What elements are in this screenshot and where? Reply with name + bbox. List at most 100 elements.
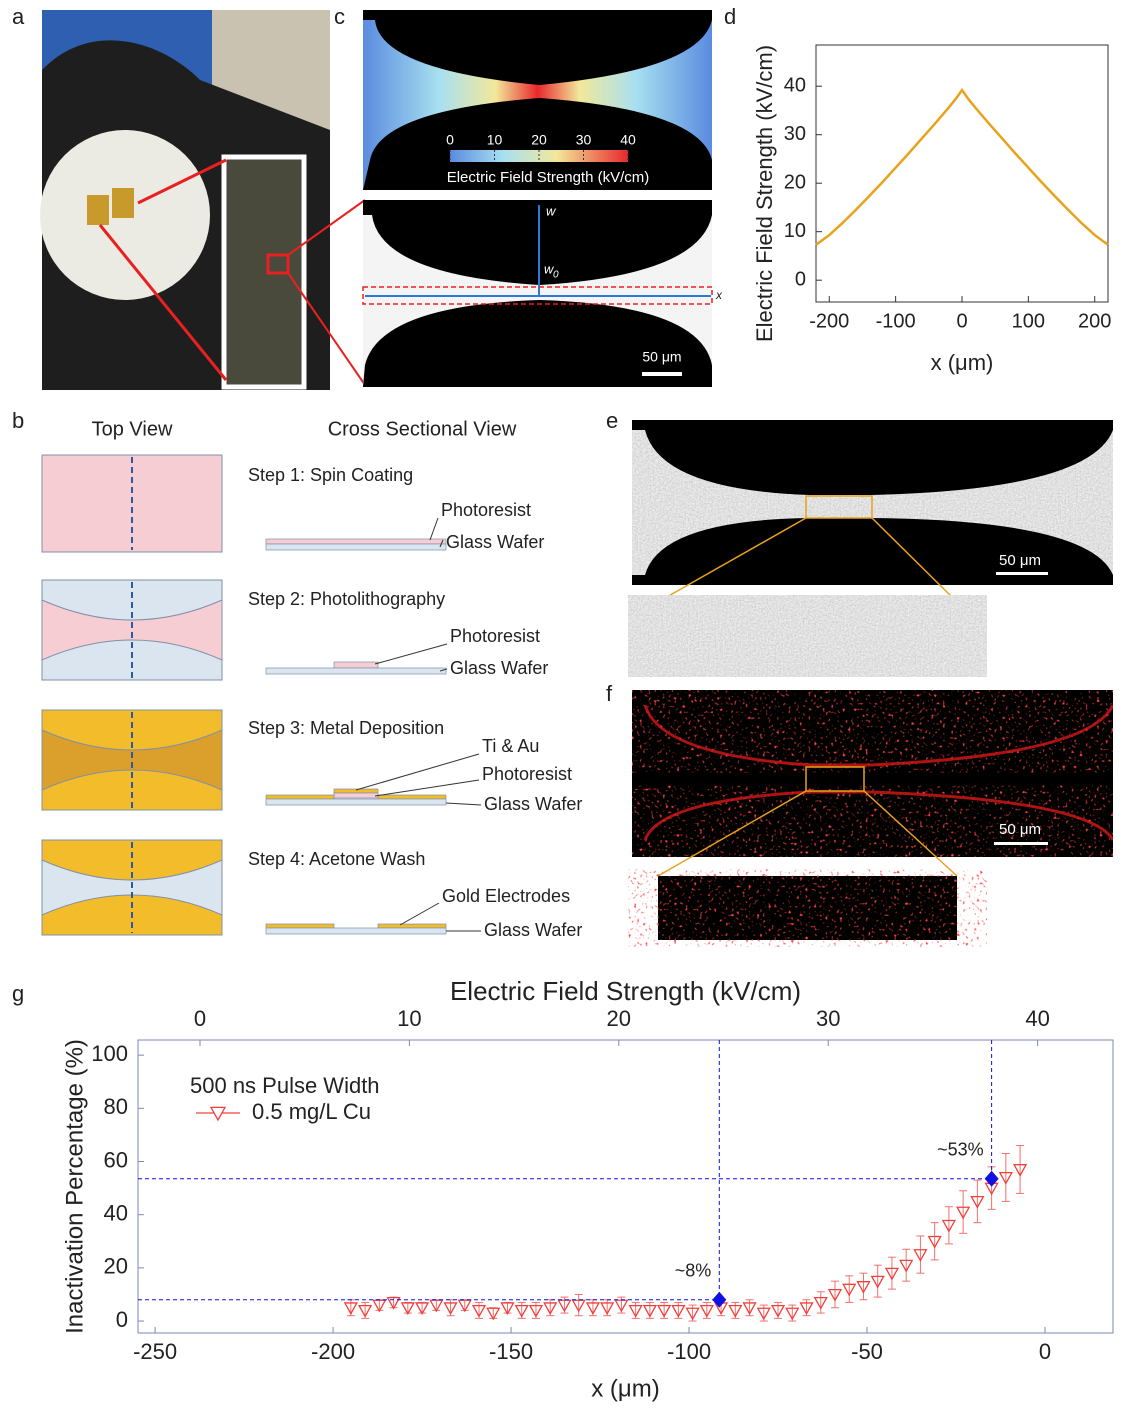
figure: a b c d e f g 0 10 20 30 40 Electric Field S… [0, 0, 1122, 1404]
panel-label: g [12, 981, 24, 1006]
panel-label: f [606, 681, 613, 706]
y-axis-label: Electric Field Strength (kV/cm) [752, 45, 777, 342]
chart-g: -250 -200 -150 -100 -50 0 0 20 40 60 80 100 0 10 20 30 4… [61, 976, 1113, 1402]
x-tick-label: 0 [956, 310, 967, 332]
y-tick-label: 80 [104, 1094, 128, 1119]
panel-f: 50 μm [632, 690, 1113, 940]
layer-label: Gold Electrodes [442, 886, 570, 906]
layer-label: Glass Wafer [450, 658, 548, 678]
x-tick-label: -150 [489, 1339, 533, 1364]
panel-e: 50 μm [632, 420, 1113, 670]
y-tick-label: 60 [104, 1147, 128, 1172]
layer-label: Photoresist [482, 764, 572, 784]
scale-bar [994, 842, 1048, 845]
leader [400, 903, 439, 925]
highlight-point [712, 1292, 726, 1308]
w-label: w [546, 203, 557, 218]
layer-label: Glass Wafer [446, 532, 544, 552]
colorbar-tick-label: 40 [620, 132, 636, 148]
x-tick-label: -250 [133, 1339, 177, 1364]
leader [356, 754, 479, 790]
leader [375, 644, 447, 664]
scale-bar-label: 50 μm [999, 552, 1041, 569]
x-tick-label: -200 [809, 310, 849, 332]
x2-tick-label: 40 [1025, 1006, 1049, 1031]
layer [378, 795, 446, 799]
y-tick-label: 0 [795, 268, 806, 290]
step-title: Step 2: Photolithography [248, 589, 445, 609]
x2-tick-label: 10 [397, 1006, 421, 1031]
column-header: Top View [92, 418, 173, 440]
y-axis-label: Inactivation Percentage (%) [61, 1039, 88, 1334]
leader [430, 518, 438, 540]
layer-label: Ti & Au [482, 736, 539, 756]
panel-label: e [606, 408, 618, 433]
y-tick-label: 100 [91, 1041, 128, 1066]
y-tick-label: 20 [784, 171, 806, 193]
data-line [816, 90, 1108, 245]
step-title: Step 3: Metal Deposition [248, 718, 444, 738]
x-axis-label: x (μm) [591, 1375, 659, 1402]
inset [658, 876, 957, 940]
x-tick-label: -200 [311, 1339, 355, 1364]
scale-bar-label: 50 μm [642, 349, 681, 365]
x2-axis-label: Electric Field Strength (kV/cm) [450, 976, 801, 1006]
y-tick-label: 40 [104, 1200, 128, 1225]
leader [375, 780, 479, 796]
y-tick-label: 0 [116, 1307, 128, 1332]
y-tick-label: 20 [104, 1254, 128, 1279]
layer [266, 544, 446, 550]
y-tick-label: 10 [784, 220, 806, 242]
y-tick-label: 30 [784, 123, 806, 145]
panel-b: Top View Cross Sectional View Step 1: Sp… [42, 418, 582, 939]
x-tick-label: 0 [1039, 1339, 1051, 1364]
column-header: Cross Sectional View [328, 418, 517, 440]
legend-label: 0.5 mg/L Cu [252, 1099, 371, 1124]
highlight-label: ~53% [937, 1140, 984, 1160]
x-tick-label: -50 [851, 1339, 883, 1364]
w0-subscript: 0 [553, 270, 559, 281]
colorbar-tick-label: 30 [576, 132, 592, 148]
photo-a [40, 10, 365, 390]
layer-label: Glass Wafer [484, 794, 582, 814]
x-axis-label: x (μm) [931, 350, 994, 375]
x-tick-label: 200 [1078, 310, 1111, 332]
zoom-frame [224, 157, 304, 387]
legend-symbol [211, 1107, 225, 1120]
colorbar-label: Electric Field Strength (kV/cm) [447, 169, 650, 186]
page: {"panel_labels": ["a", "b", "c", "d", "e… [0, 0, 1122, 1404]
panel-label: b [12, 408, 24, 433]
scale-bar [642, 372, 682, 376]
step-title: Step 1: Spin Coating [248, 465, 413, 485]
x2-tick-label: 30 [816, 1006, 840, 1031]
legend-title: 500 ns Pulse Width [190, 1073, 380, 1098]
layer [334, 793, 378, 798]
panel-label: a [12, 4, 25, 29]
highlight-label: ~8% [675, 1261, 712, 1281]
x2-tick-label: 0 [194, 1006, 206, 1031]
panel-label: d [724, 4, 736, 29]
x-tick-label: -100 [667, 1339, 711, 1364]
layer [266, 799, 446, 805]
x2-tick-label: 20 [607, 1006, 631, 1031]
x-tick-label: -100 [876, 310, 916, 332]
layer-label: Photoresist [441, 500, 531, 520]
layer [266, 668, 446, 674]
panel-c: 0 10 20 30 40 Electric Field Strength (kV/cm… [363, 10, 723, 387]
plot-frame [816, 45, 1108, 302]
chip [112, 188, 134, 218]
layer [266, 928, 446, 934]
step-title: Step 4: Acetone Wash [248, 849, 425, 869]
layer [378, 924, 446, 928]
panel-label: c [334, 4, 345, 29]
layer-label: Photoresist [450, 626, 540, 646]
x-label: x [715, 288, 723, 302]
chip [87, 195, 109, 225]
y-tick-label: 40 [784, 74, 806, 96]
colorbar-tick-label: 10 [487, 132, 503, 148]
layer-label: Glass Wafer [484, 920, 582, 940]
layer [266, 924, 334, 928]
colorbar-tick-label: 20 [531, 132, 547, 148]
layer [266, 539, 446, 544]
